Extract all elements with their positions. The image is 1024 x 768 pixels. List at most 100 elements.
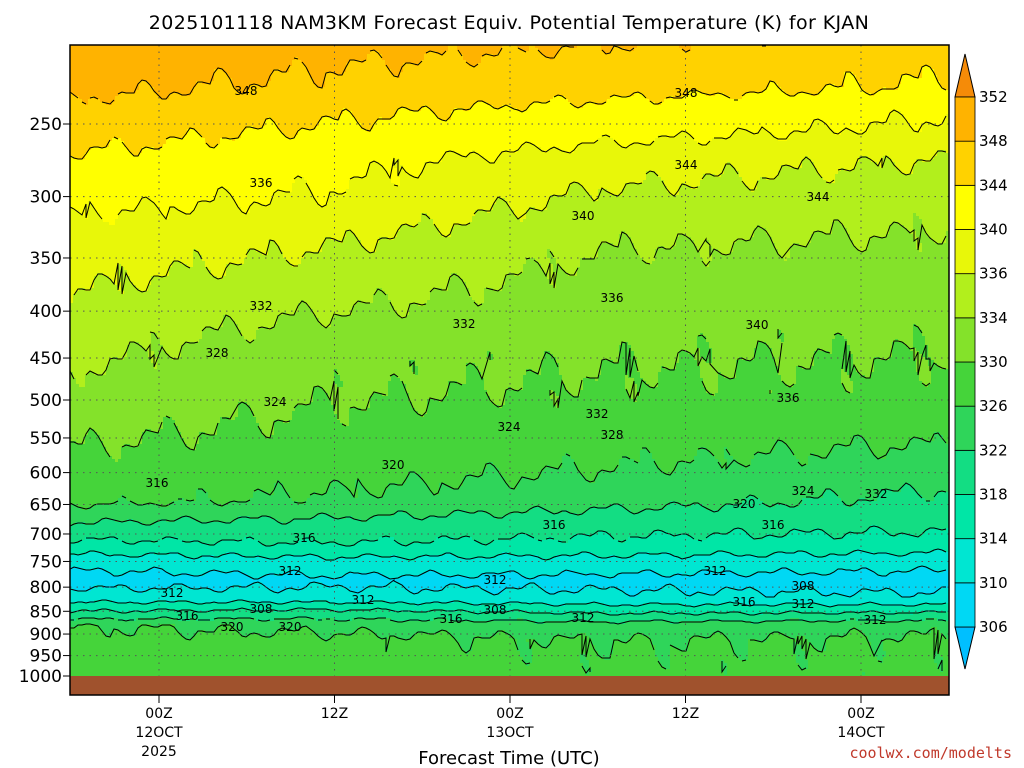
band-cell <box>154 600 166 604</box>
contour-line <box>70 579 946 598</box>
band-cell <box>754 231 766 235</box>
band-cell <box>835 180 949 184</box>
band-cell <box>754 357 775 361</box>
band-cell <box>700 372 718 376</box>
band-cell <box>130 150 142 154</box>
band-cell <box>70 339 151 343</box>
band-cell <box>70 366 106 370</box>
band-cell <box>757 183 949 187</box>
band-cell <box>70 420 163 424</box>
contour-label: 312 <box>864 613 887 627</box>
band-cell <box>817 93 871 97</box>
band-cell <box>112 138 121 142</box>
band-cell <box>85 378 334 382</box>
band-cell <box>94 504 160 508</box>
band-cell <box>70 435 85 439</box>
band-cell <box>691 48 949 52</box>
band-cell <box>70 249 193 253</box>
band-cell <box>634 48 682 52</box>
band-cell <box>238 90 247 94</box>
band-cell <box>472 645 517 649</box>
band-cell <box>274 429 949 433</box>
band-cell <box>730 252 778 256</box>
band-cell <box>85 381 334 385</box>
band-cell <box>913 534 922 538</box>
band-cell <box>574 570 643 574</box>
contour-lines <box>70 45 947 674</box>
band-cell <box>892 222 898 226</box>
band-cell <box>829 594 844 598</box>
band-cell <box>835 444 844 448</box>
band-cell <box>73 588 91 592</box>
band-cell <box>829 534 844 538</box>
band-cell <box>814 354 853 358</box>
band-cell <box>181 435 199 439</box>
band-cell <box>613 360 619 364</box>
band-cell <box>427 408 949 412</box>
band-cell <box>70 594 628 598</box>
band-cell <box>70 351 127 355</box>
band-cell <box>472 642 517 646</box>
x-tick-label: 12Z <box>321 706 348 722</box>
band-cell <box>232 600 250 604</box>
band-cell <box>499 153 937 157</box>
band-cell <box>652 456 694 460</box>
band-cell <box>355 303 391 307</box>
band-cell <box>856 246 868 250</box>
band-cell <box>388 297 430 301</box>
band-cell <box>367 57 382 61</box>
band-cell <box>466 375 481 379</box>
x-tick-date: 12OCT <box>135 725 183 741</box>
band-cell <box>430 486 439 490</box>
band-cell <box>223 324 238 328</box>
band-cell <box>664 366 676 370</box>
band-cell <box>502 603 547 607</box>
band-cell <box>409 513 451 517</box>
band-cell <box>610 51 949 55</box>
band-cell <box>430 216 472 220</box>
contour-label: 332 <box>586 407 609 421</box>
band-cell <box>193 609 214 613</box>
band-cell <box>820 174 835 178</box>
band-cell <box>493 204 508 208</box>
band-cell <box>577 465 619 469</box>
band-cell <box>625 381 634 385</box>
band-cell <box>271 327 913 331</box>
band-cell <box>175 624 220 628</box>
band-cell <box>406 384 448 388</box>
band-cell <box>196 249 247 253</box>
band-cell <box>655 645 670 649</box>
band-cell <box>790 165 802 169</box>
band-cell <box>916 567 928 571</box>
band-cell <box>937 666 943 670</box>
band-cell <box>328 576 340 580</box>
source-credit[interactable]: coolwx.com/modelts <box>849 744 1012 762</box>
band-cell <box>556 555 598 559</box>
band-cell <box>271 435 853 439</box>
band-cell <box>544 468 577 472</box>
band-cell <box>589 660 658 664</box>
band-cell <box>295 408 334 412</box>
band-cell <box>925 231 946 235</box>
band-cell <box>598 246 634 250</box>
band-cell <box>292 60 301 64</box>
band-cell <box>139 555 184 559</box>
band-cell <box>418 63 469 67</box>
band-cell <box>433 219 472 223</box>
band-cell <box>484 378 523 382</box>
band-cell <box>121 264 172 268</box>
band-cell <box>835 336 844 340</box>
band-cell <box>901 594 916 598</box>
band-cell <box>640 453 652 457</box>
band-cell <box>70 639 325 643</box>
band-cell <box>73 372 88 376</box>
band-cell <box>493 354 544 358</box>
band-cell <box>589 666 664 670</box>
band-cell <box>346 231 352 235</box>
band-cell <box>226 552 235 556</box>
band-cell <box>592 552 637 556</box>
band-cell <box>400 180 643 184</box>
band-cell <box>109 360 151 364</box>
band-cell <box>412 405 427 409</box>
band-cell <box>100 627 139 631</box>
